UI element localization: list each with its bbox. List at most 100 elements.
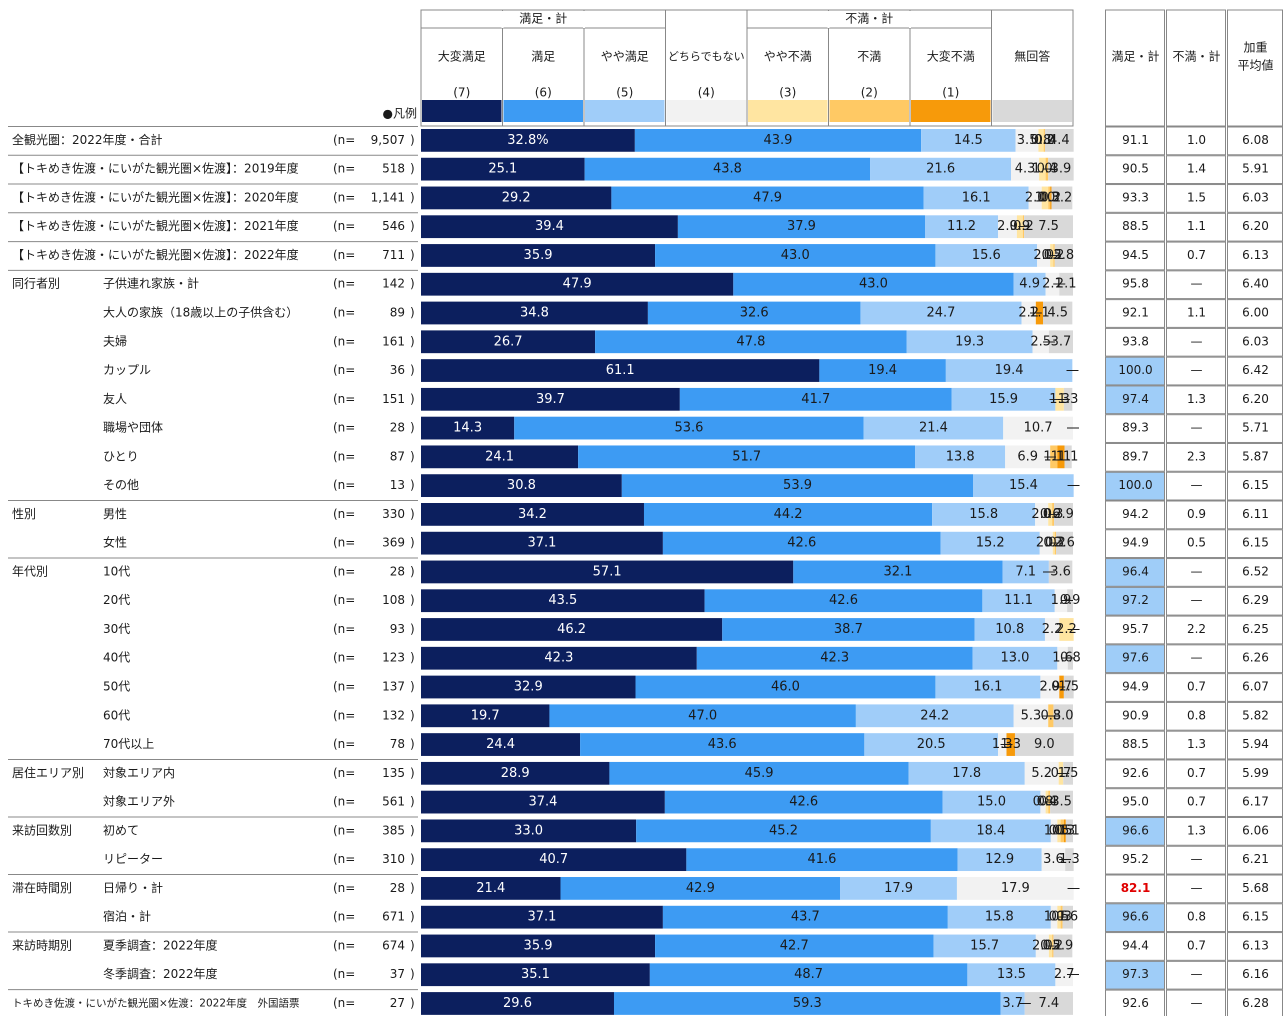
n-value: 142	[382, 277, 405, 291]
bar-segment	[514, 416, 864, 440]
table-value: —	[1191, 996, 1203, 1010]
table-header: 満足・計	[1111, 49, 1159, 64]
bar-label: 13.0	[1000, 651, 1029, 666]
table-cell	[1105, 414, 1165, 443]
bar-segment	[421, 761, 610, 785]
bar-label: 2.7	[1054, 967, 1075, 982]
n-value: 13	[390, 478, 405, 492]
bar-label: 0.2	[1040, 190, 1061, 205]
bar-label: 1.6	[1052, 651, 1073, 666]
legend-swatch	[748, 100, 828, 122]
table-cell	[1105, 903, 1165, 933]
bar-segment	[924, 215, 999, 239]
row-label: 宿泊・計	[103, 909, 151, 924]
bar-label: 32.9	[514, 680, 543, 695]
bar-label: 11.2	[947, 219, 976, 234]
bar-label: 1.0	[1044, 910, 1065, 925]
bar-segment	[421, 790, 665, 814]
n-value: 330	[382, 507, 405, 521]
n-value: 28	[390, 421, 405, 435]
table-value: 0.7	[1187, 795, 1206, 809]
bar-label: 0.5	[1052, 823, 1073, 838]
table-cell	[1105, 874, 1165, 904]
bar-label: 39.4	[535, 219, 564, 234]
n-open: (n=	[333, 507, 355, 521]
n-close: )	[410, 363, 415, 377]
legend-name: 満足	[531, 50, 555, 64]
bar-segment	[609, 761, 909, 785]
table-cell	[1227, 730, 1283, 760]
bar-segment	[923, 186, 1029, 210]
bar-label: 0.8	[1060, 651, 1081, 666]
legend-code: (1)	[942, 86, 959, 100]
bar-label: —	[1042, 708, 1055, 723]
bar-label: —	[1067, 967, 1080, 982]
bar-label: —	[1053, 680, 1066, 695]
bar-segment	[967, 963, 1056, 987]
table-value: 95.0	[1122, 795, 1149, 809]
table-value: 0.7	[1187, 766, 1206, 780]
table-cell	[1227, 960, 1283, 990]
bar-label: —	[1067, 881, 1080, 896]
bar-segment	[1050, 445, 1058, 469]
bar-segment	[860, 301, 1022, 325]
bar-label: 34.8	[520, 306, 549, 321]
table-value: 5.68	[1242, 881, 1269, 895]
bar-segment	[634, 129, 922, 152]
bar-label: 0.3	[1051, 910, 1072, 925]
table-cell	[1166, 759, 1226, 789]
legend-swatch	[585, 100, 665, 122]
table-value: 5.87	[1242, 449, 1269, 463]
bar-label: 14.3	[453, 421, 482, 436]
bar-label: —	[1061, 593, 1074, 608]
bar-label: —	[1067, 478, 1080, 493]
n-close: )	[410, 593, 415, 607]
bar-segment	[864, 733, 999, 756]
table-value: 5.91	[1242, 162, 1269, 176]
bar-label: 13.5	[997, 967, 1026, 982]
table-cell	[1166, 932, 1226, 961]
bar-label: 2.9	[997, 219, 1018, 234]
bar-label: 0.8	[1033, 795, 1054, 810]
table-value: 97.6	[1122, 651, 1149, 665]
bar-segment	[947, 905, 1051, 929]
bar-label: 48.7	[794, 967, 823, 982]
bar-label: 2.9	[1053, 507, 1074, 522]
table-value: 6.17	[1242, 795, 1269, 809]
bar-segment	[1063, 387, 1073, 411]
table-value: 93.8	[1122, 334, 1149, 348]
table-cell	[1105, 126, 1165, 156]
table-cell	[1105, 385, 1165, 415]
bar-segment	[1052, 934, 1054, 958]
bar-segment	[972, 646, 1058, 670]
bar-segment	[421, 905, 663, 929]
bar-segment	[974, 618, 1045, 641]
table-value: 6.13	[1242, 248, 1269, 262]
table-cell	[1105, 816, 1165, 846]
table-cell	[1166, 385, 1226, 415]
bar-segment	[1063, 675, 1074, 699]
bar-segment	[421, 733, 581, 756]
n-value: 310	[382, 852, 405, 866]
n-open: (n=	[333, 363, 355, 377]
bar-segment	[1024, 992, 1073, 1015]
bar-segment	[1041, 848, 1066, 872]
bar-label: 11.1	[1004, 593, 1033, 608]
table-value: 94.5	[1122, 248, 1149, 262]
bar-segment	[935, 675, 1041, 699]
table-cell	[1166, 529, 1226, 559]
n-close: )	[410, 708, 415, 722]
table-value: 82.1	[1121, 881, 1151, 895]
table-value: 6.16	[1242, 967, 1269, 981]
table-cell	[1166, 673, 1226, 702]
bar-segment	[421, 359, 820, 382]
bar-segment	[1035, 934, 1049, 958]
bar-label: 46.0	[771, 680, 800, 695]
bar-label: —	[1066, 363, 1079, 378]
table-cell	[1227, 356, 1283, 386]
bar-segment	[662, 905, 948, 929]
mask	[583, 11, 585, 28]
bar-label: 43.5	[548, 593, 577, 608]
table-cell	[1105, 615, 1165, 645]
bar-segment	[1044, 129, 1074, 152]
